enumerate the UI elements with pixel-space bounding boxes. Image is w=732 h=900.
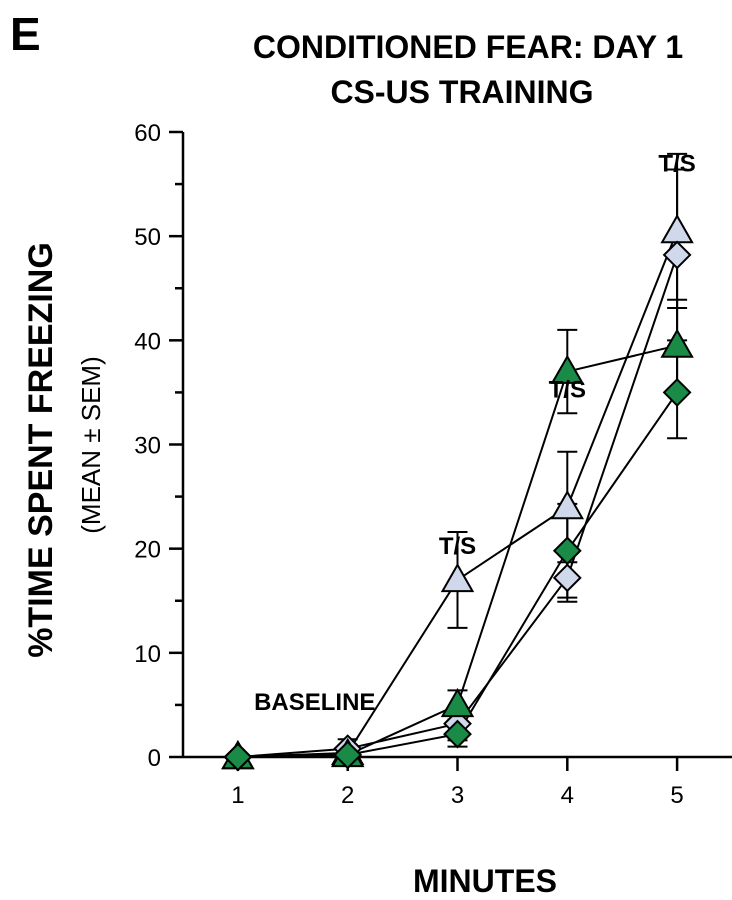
data-point-diamond [443, 719, 472, 749]
x-tick-label: 4 [561, 782, 574, 809]
y-tick-label: 60 [134, 120, 161, 147]
x-tick-label: 3 [451, 782, 464, 809]
plot-area [221, 152, 694, 772]
x-tick-label: 5 [670, 782, 683, 809]
series-line [237, 254, 679, 758]
y-axis-label: %TIME SPENT FREEZING [22, 242, 60, 658]
y-tick-label: 30 [134, 433, 161, 460]
data-point-diamond [662, 240, 692, 270]
y-tick-label: 0 [148, 745, 161, 772]
data-point-triangle [660, 213, 694, 244]
annotation-label: BASELINE [254, 689, 375, 716]
x-tick-label: 2 [341, 782, 354, 809]
annotation-label: T/S [439, 533, 476, 560]
annotations: BASELINE T/S T/S T/S [254, 151, 696, 717]
y-axis-sublabel: (MEAN ± SEM) [76, 356, 106, 534]
y-tick-label: 20 [134, 537, 161, 564]
axes: 0 10 20 30 40 50 60 1 2 3 4 5 [134, 120, 732, 809]
annotation-label: T/S [549, 377, 586, 404]
series-line [237, 230, 679, 758]
data-point-triangle [660, 328, 694, 358]
x-tick-label: 1 [231, 782, 244, 809]
data-point-triangle [440, 687, 475, 718]
chart-subtitle: CS-US TRAINING [330, 74, 593, 110]
panel-label: E [10, 8, 41, 60]
annotation-label: T/S [658, 151, 695, 178]
data-point-diamond [552, 536, 582, 566]
data-point-diamond [223, 742, 253, 772]
data-point-diamond [552, 563, 582, 593]
data-point-triangle [550, 489, 585, 520]
data-point-diamond [333, 740, 363, 770]
data-point-triangle [440, 562, 475, 593]
x-axis-label: MINUTES [413, 863, 557, 899]
y-tick-label: 10 [134, 641, 161, 668]
data-point-diamond [662, 378, 692, 407]
data-point-triangle [550, 354, 585, 384]
chart-title: CONDITIONED FEAR: DAY 1 [253, 29, 683, 65]
y-tick-label: 50 [134, 224, 161, 251]
y-tick-label: 40 [134, 328, 161, 355]
